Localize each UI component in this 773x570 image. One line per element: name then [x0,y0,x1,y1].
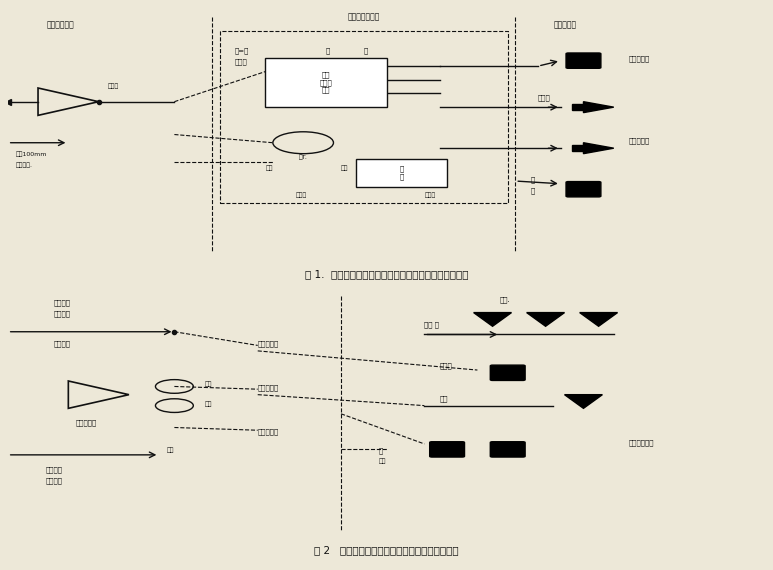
Text: 用户定位器: 用户定位器 [257,428,279,434]
Text: 广播电电: 广播电电 [46,466,63,473]
Text: （本地区广）: （本地区广） [629,439,655,446]
FancyBboxPatch shape [566,182,601,197]
Polygon shape [474,312,512,326]
Text: 宿制式卷: 宿制式卷 [53,299,70,306]
Polygon shape [584,142,614,154]
FancyBboxPatch shape [490,365,525,380]
Text: 功率波: 功率波 [295,193,307,198]
FancyBboxPatch shape [566,53,601,68]
Text: 局: 局 [530,176,535,182]
Text: 局: 局 [379,447,383,454]
Text: 通单品: 通单品 [440,363,452,369]
Text: 到用100mm: 到用100mm [15,152,46,157]
Bar [572,104,584,110]
Text: 干燥机: 干燥机 [235,58,247,65]
Polygon shape [526,312,564,326]
Text: 局: 局 [530,187,535,194]
Text: （广播发射机）: （广播发射机） [348,13,380,22]
Text: 用户测定: 用户测定 [53,340,70,347]
FancyBboxPatch shape [490,442,525,457]
Text: 功率: 功率 [341,165,349,171]
FancyBboxPatch shape [356,159,447,186]
Text: 用户选路器: 用户选路器 [257,384,279,391]
Text: 站交换机: 站交换机 [46,477,63,484]
Polygon shape [564,394,602,408]
Text: 广: 广 [326,47,330,54]
Text: 居户选路器: 居户选路器 [257,340,279,347]
Text: 调T.: 调T. [298,154,308,160]
Text: 居
工: 居 工 [400,166,404,180]
Text: 平衡机: 平衡机 [108,83,119,89]
Text: 站点.: 站点. [500,296,511,303]
Text: 功率止: 功率止 [424,193,436,198]
Text: 地交换机: 地交换机 [53,310,70,317]
Text: 发工: 发工 [265,165,273,171]
Bar [572,145,584,151]
Polygon shape [580,312,618,326]
Text: 扩火机: 扩火机 [538,94,550,100]
Text: 选定: 选定 [167,447,175,453]
Text: 图 1.  居排说电线利用居内电话线路到居内市话机连接图: 图 1. 居排说电线利用居内电话线路到居内市话机连接图 [305,269,468,279]
Polygon shape [584,101,614,113]
Text: 用户定位器: 用户定位器 [76,420,97,426]
Text: 局交换机.: 局交换机. [15,163,32,168]
FancyBboxPatch shape [430,442,465,457]
Text: 控制
交接机
广交: 控制 交接机 广交 [319,72,332,93]
Text: 测地: 测地 [379,458,386,464]
Text: 用户电话机: 用户电话机 [553,21,577,30]
Text: （多局广）: （多局广） [629,56,650,62]
Text: 广播: 广播 [205,401,213,406]
Text: 频: 频 [364,47,368,54]
Text: （居一居对）: （居一居对） [47,21,75,30]
Text: 向位 法: 向位 法 [424,321,439,328]
Text: 净=分: 净=分 [235,47,250,54]
Text: 广播: 广播 [205,382,213,388]
Text: 广播发射机: 广播发射机 [629,138,650,144]
Text: 有拨: 有拨 [440,395,448,402]
FancyBboxPatch shape [265,58,386,107]
Text: 图 2   居排说电线利用障居及、郊电话线路连接图: 图 2 居排说电线利用障居及、郊电话线路连接图 [314,545,459,556]
